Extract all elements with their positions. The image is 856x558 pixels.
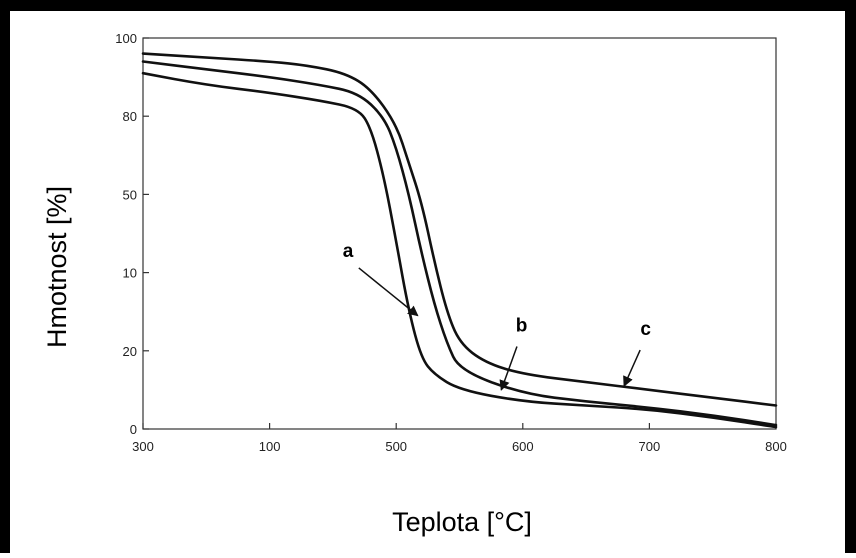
y-tick-label: 100	[115, 31, 137, 46]
curve-annotations: a b c	[343, 241, 651, 391]
y-tick-label: 20	[123, 344, 137, 359]
x-tick-label: 500	[385, 439, 407, 454]
y-axis-ticks: 0 20 10 50 80 100	[115, 31, 149, 437]
curve-label-b: b	[516, 315, 528, 336]
x-tick-label: 700	[639, 439, 661, 454]
annotation-arrow-b	[499, 346, 518, 391]
y-tick-label: 0	[130, 422, 137, 437]
y-tick-label: 10	[123, 266, 137, 281]
series-line-a	[141, 71, 778, 429]
x-tick-label: 300	[132, 439, 154, 454]
curves	[141, 52, 778, 429]
series-line-c	[141, 52, 778, 407]
annotation-arrow-a	[358, 267, 419, 317]
plot-area	[142, 37, 777, 430]
x-axis-title: Teplota [°C]	[392, 507, 532, 537]
annotation-arrow-c	[623, 349, 641, 387]
x-tick-label: 100	[259, 439, 281, 454]
y-tick-label: 80	[123, 109, 137, 124]
x-axis-ticks: 300 100 500 600 700 800	[132, 423, 787, 454]
curve-label-a: a	[343, 241, 354, 262]
x-tick-label: 600	[512, 439, 534, 454]
x-tick-label: 800	[765, 439, 787, 454]
curve-label-c: c	[640, 319, 651, 340]
y-tick-label: 50	[123, 187, 137, 202]
tga-chart: 0 20 10 50 80 100 300 100 500 600 700 800 a b c Hmot…	[42, 31, 787, 537]
y-axis-title: Hmotnost [%]	[42, 186, 72, 348]
series-line-b	[141, 60, 778, 427]
